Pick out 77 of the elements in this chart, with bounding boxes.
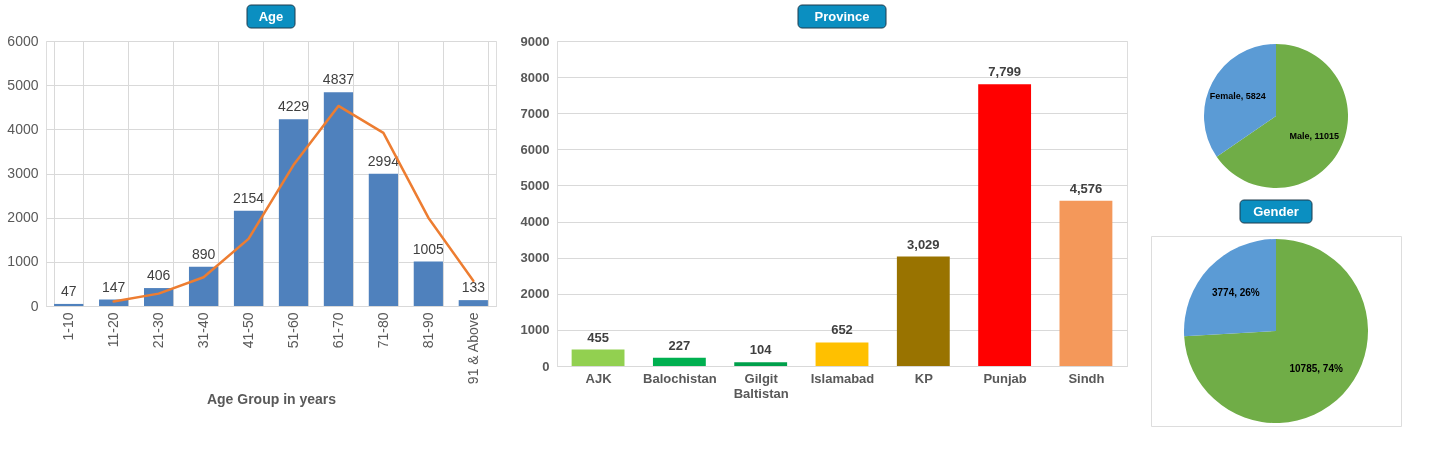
data-label: 4229 (277, 98, 310, 115)
bar (458, 300, 488, 306)
y-tick-label: 4000 (520, 214, 550, 230)
y-tick-label: 9000 (520, 33, 550, 49)
data-label: 4,576 (1069, 180, 1103, 196)
bar (278, 119, 309, 306)
x-tick-label: Punjab (983, 370, 1027, 386)
x-tick-label: 1-10 (60, 312, 77, 341)
y-tick-label: 5000 (520, 177, 550, 193)
bar (896, 256, 950, 366)
y-tick-label: 3000 (520, 250, 550, 266)
x-tick-label: Islamabad (810, 370, 875, 386)
bar (188, 266, 219, 306)
y-tick-label: 1000 (520, 322, 550, 338)
pie-slice (1184, 239, 1368, 423)
data-label: 3,029 (907, 236, 940, 252)
bar (54, 303, 84, 306)
x-tick-label: AJK (585, 370, 613, 386)
pie-slice (1184, 239, 1276, 337)
y-tick-label: 3000 (7, 165, 39, 181)
y-tick-label: 2000 (520, 286, 550, 302)
data-label: 890 (191, 245, 216, 262)
y-tick-label: 2000 (7, 209, 39, 226)
data-label: 10785, 74% (1289, 362, 1343, 374)
data-label: 2994 (367, 152, 400, 169)
chart-title: Province (814, 8, 870, 24)
pie-slice (1204, 44, 1276, 157)
data-label: Male, 11015 (1289, 131, 1340, 142)
x-tick-label: 11-20 (105, 312, 122, 348)
y-tick-label: 8000 (520, 69, 550, 85)
data-label: 3774, 26% (1211, 287, 1260, 299)
data-label: 406 (146, 267, 171, 284)
x-tick-label: 91 & Above (464, 312, 481, 385)
bar (734, 362, 788, 366)
data-label: 652 (831, 322, 853, 338)
data-label: 147 (101, 278, 126, 295)
chart-title: Age (258, 8, 284, 24)
x-tick-label: 41-50 (240, 312, 257, 349)
y-tick-label: 6000 (7, 32, 39, 49)
x-tick-label: 61-70 (329, 312, 346, 349)
x-tick-label: Balochistan (643, 370, 717, 386)
data-label: 227 (668, 337, 691, 353)
y-tick-label: 5000 (7, 76, 39, 93)
x-axis-title: Age Group in years (206, 390, 337, 407)
y-tick-label: 4000 (7, 120, 39, 137)
data-label: 133 (461, 279, 486, 296)
data-label: 4837 (322, 71, 355, 88)
data-label: 2154 (232, 189, 265, 206)
data-label: 47 (60, 282, 77, 299)
x-tick-label: 71-80 (374, 312, 391, 349)
bar (233, 210, 264, 306)
bar (978, 84, 1032, 366)
data-label: 1005 (412, 240, 445, 257)
data-label: 7,799 (988, 64, 1021, 80)
x-tick-label: Gilgit Baltistan (733, 370, 789, 401)
x-tick-label: 21-30 (150, 312, 167, 349)
x-tick-label: 31-40 (195, 312, 212, 349)
x-tick-label: 81-90 (419, 312, 436, 349)
bar (323, 92, 354, 306)
bar (413, 261, 443, 306)
chart-title: Gender (1253, 203, 1299, 219)
y-tick-label: 6000 (520, 141, 550, 157)
bar (1059, 200, 1113, 366)
bar (368, 173, 398, 306)
y-tick-label: 0 (542, 358, 550, 374)
bar (571, 349, 625, 366)
y-tick-label: 1000 (7, 253, 39, 270)
data-label: 104 (749, 342, 773, 358)
x-tick-label: KP (914, 370, 934, 386)
bar (815, 342, 869, 366)
data-label: 455 (587, 329, 609, 345)
y-tick-label: 0 (30, 297, 39, 314)
bar (652, 357, 706, 366)
x-tick-label: 51-60 (284, 312, 301, 349)
y-tick-label: 7000 (520, 105, 550, 121)
x-tick-label: Sindh (1068, 370, 1105, 386)
data-label: Female, 5824 (1209, 90, 1266, 101)
